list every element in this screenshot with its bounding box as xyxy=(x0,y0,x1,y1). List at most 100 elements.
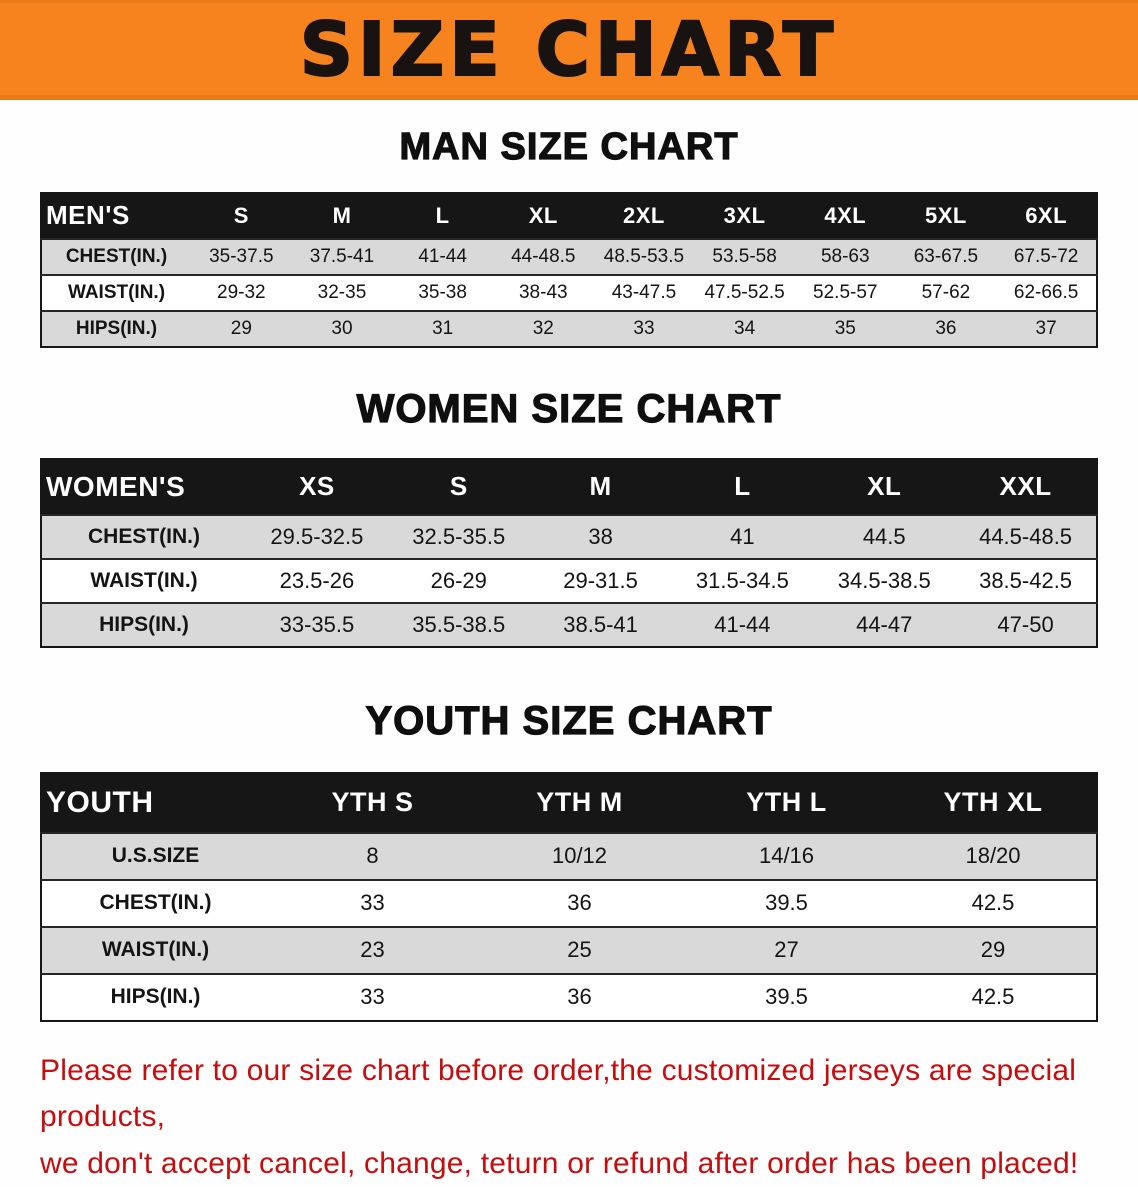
table-header-cell: M xyxy=(529,458,672,515)
table-cell: 48.5-53.5 xyxy=(593,237,695,275)
table-cell: 14/16 xyxy=(683,831,890,880)
table-cell: 44.5-48.5 xyxy=(955,513,1097,559)
table-row: U.S.SIZE 8 10/12 14/16 18/20 xyxy=(41,831,1097,880)
table-cell: 53.5-58 xyxy=(694,237,795,275)
table-cell: 32.5-35.5 xyxy=(387,513,530,559)
row-label: U.S.SIZE xyxy=(41,831,269,880)
table-cell: 41-44 xyxy=(671,601,814,647)
table-cell: 57-62 xyxy=(895,273,997,311)
table-cell: 36 xyxy=(895,309,997,347)
table-header-cell: YTH S xyxy=(269,772,476,833)
table-header-cell: YTH M xyxy=(476,772,683,833)
table-cell: 43-47.5 xyxy=(593,273,695,311)
women-size-table: WOMEN'S XS S M L XL XXL CHEST(IN.) 29.5-… xyxy=(40,457,1098,648)
youth-heading: YOUTH SIZE CHART xyxy=(365,698,773,743)
table-row: CHEST(IN.) 35-37.5 37.5-41 41-44 44-48.5… xyxy=(41,237,1097,275)
table-header-cell: S xyxy=(387,458,530,515)
table-header-cell: 5XL xyxy=(895,192,997,239)
table-header-cell: MEN'S xyxy=(41,192,191,239)
disclaimer-line-2: we don't accept cancel, change, teturn o… xyxy=(40,1146,1079,1180)
table-cell: 23 xyxy=(269,925,476,974)
row-label: CHEST(IN.) xyxy=(41,513,246,559)
youth-header-row: YOUTH YTH S YTH M YTH L YTH XL xyxy=(41,772,1097,833)
table-header-cell: XXL xyxy=(955,458,1097,515)
table-cell: 67.5-72 xyxy=(996,237,1097,275)
table-cell: 29.5-32.5 xyxy=(246,513,388,559)
table-cell: 52.5-57 xyxy=(794,273,896,311)
women-header-row: WOMEN'S XS S M L XL XXL xyxy=(41,458,1097,515)
table-cell: 35.5-38.5 xyxy=(387,601,530,647)
table-cell: 29 xyxy=(191,309,292,347)
table-cell: 38 xyxy=(529,513,672,559)
table-header-cell: 2XL xyxy=(593,192,695,239)
table-cell: 10/12 xyxy=(476,831,683,880)
table-cell: 36 xyxy=(476,878,683,927)
table-header-cell: XL xyxy=(492,192,594,239)
row-label: WAIST(IN.) xyxy=(41,273,191,311)
banner: SIZE CHART xyxy=(0,0,1138,100)
table-cell: 33 xyxy=(269,972,476,1021)
youth-size-table: YOUTH YTH S YTH M YTH L YTH XL U.S.SIZE … xyxy=(40,771,1098,1022)
table-cell: 47.5-52.5 xyxy=(694,273,795,311)
table-cell: 31 xyxy=(392,309,493,347)
table-row: WAIST(IN.) 29-32 32-35 35-38 38-43 43-47… xyxy=(41,273,1097,311)
table-cell: 33-35.5 xyxy=(246,601,388,647)
table-header-cell: L xyxy=(392,192,493,239)
table-cell: 58-63 xyxy=(794,237,896,275)
women-section: WOMEN SIZE CHART WOMEN'S XS S M L XL XXL xyxy=(0,386,1138,648)
table-cell: 33 xyxy=(269,878,476,927)
table-header-cell: 3XL xyxy=(694,192,795,239)
table-row: HIPS(IN.) 29 30 31 32 33 34 35 36 37 xyxy=(41,309,1097,347)
disclaimer-line-1: Please refer to our size chart before or… xyxy=(40,1053,1077,1134)
row-label: WAIST(IN.) xyxy=(41,925,269,974)
men-size-table: MEN'S S M L XL 2XL 3XL 4XL 5XL 6XL CHEST… xyxy=(40,191,1098,348)
table-cell: 63-67.5 xyxy=(895,237,997,275)
men-heading: MAN SIZE CHART xyxy=(399,125,739,168)
table-row: CHEST(IN.) 29.5-32.5 32.5-35.5 38 41 44.… xyxy=(41,513,1097,559)
table-row: WAIST(IN.) 23.5-26 26-29 29-31.5 31.5-34… xyxy=(41,557,1097,603)
table-cell: 18/20 xyxy=(890,831,1097,880)
table-cell: 33 xyxy=(593,309,695,347)
table-header-cell: 4XL xyxy=(794,192,896,239)
table-row: WAIST(IN.) 23 25 27 29 xyxy=(41,925,1097,974)
row-label: HIPS(IN.) xyxy=(41,601,246,647)
table-cell: 41-44 xyxy=(392,237,493,275)
table-cell: 32-35 xyxy=(291,273,393,311)
table-cell: 25 xyxy=(476,925,683,974)
row-label: CHEST(IN.) xyxy=(41,237,191,275)
table-cell: 37 xyxy=(996,309,1097,347)
table-cell: 8 xyxy=(269,831,476,880)
table-cell: 42.5 xyxy=(890,972,1097,1021)
row-label: CHEST(IN.) xyxy=(41,878,269,927)
table-cell: 39.5 xyxy=(683,972,890,1021)
table-cell: 38.5-42.5 xyxy=(955,557,1097,603)
page-title: SIZE CHART xyxy=(299,7,839,93)
table-cell: 34.5-38.5 xyxy=(813,557,956,603)
youth-section: YOUTH SIZE CHART YOUTH YTH S YTH M YTH L… xyxy=(0,698,1138,1022)
table-header-cell: L xyxy=(671,458,814,515)
table-cell: 29 xyxy=(890,925,1097,974)
table-cell: 29-31.5 xyxy=(529,557,672,603)
table-cell: 44-48.5 xyxy=(492,237,594,275)
table-cell: 30 xyxy=(291,309,393,347)
table-cell: 23.5-26 xyxy=(246,557,388,603)
table-cell: 62-66.5 xyxy=(996,273,1097,311)
table-cell: 27 xyxy=(683,925,890,974)
row-label: WAIST(IN.) xyxy=(41,557,246,603)
table-header-cell: M xyxy=(291,192,393,239)
table-row: HIPS(IN.) 33 36 39.5 42.5 xyxy=(41,972,1097,1021)
table-cell: 44.5 xyxy=(813,513,956,559)
table-cell: 42.5 xyxy=(890,878,1097,927)
table-cell: 29-32 xyxy=(191,273,292,311)
men-header-row: MEN'S S M L XL 2XL 3XL 4XL 5XL 6XL xyxy=(41,192,1097,239)
table-cell: 35 xyxy=(794,309,896,347)
table-cell: 38-43 xyxy=(492,273,594,311)
table-header-cell: 6XL xyxy=(996,192,1097,239)
table-header-cell: WOMEN'S xyxy=(41,458,246,515)
disclaimer: Please refer to our size chart before or… xyxy=(40,1048,1110,1187)
table-cell: 37.5-41 xyxy=(291,237,393,275)
table-header-cell: XS xyxy=(246,458,388,515)
table-cell: 35-37.5 xyxy=(191,237,292,275)
table-header-cell: XL xyxy=(813,458,956,515)
